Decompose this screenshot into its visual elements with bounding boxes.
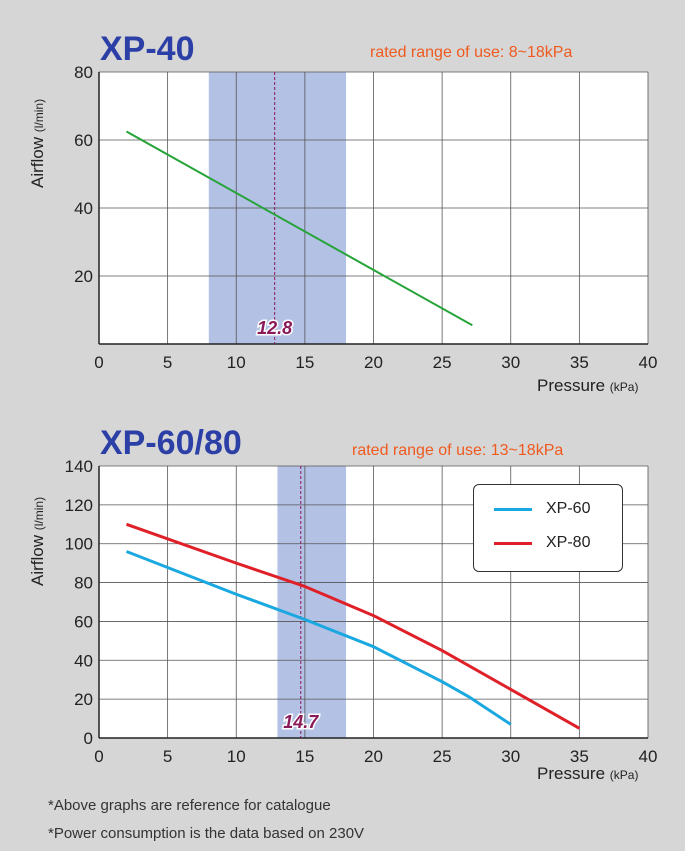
- x-axis-label: Pressure (kPa): [537, 376, 639, 395]
- y-tick-label: 80: [74, 63, 93, 82]
- x-tick-label: 0: [94, 747, 103, 766]
- x-tick-label: 20: [364, 353, 383, 372]
- marker-label: 12.8: [257, 318, 292, 338]
- x-tick-label: 0: [94, 353, 103, 372]
- y-tick-label: 40: [74, 199, 93, 218]
- y-tick-label: 20: [74, 267, 93, 286]
- x-tick-label: 30: [501, 353, 520, 372]
- x-tick-label: 25: [433, 353, 452, 372]
- chart-xp60-80: XP-60/80 rated range of use: 13~18kPa Ai…: [0, 400, 685, 790]
- chart-title: XP-40: [100, 30, 195, 68]
- x-tick-label: 25: [433, 747, 452, 766]
- series-line: [125, 130, 473, 327]
- legend-item-xp80: XP-80: [494, 533, 590, 553]
- legend-swatch: [494, 507, 532, 511]
- legend: XP-60 XP-80: [473, 484, 623, 572]
- x-tick-label: 40: [639, 747, 658, 766]
- chart-plot: 12.8 0 5 10 15 20 25 30 35 40 20 40 60 80: [74, 63, 658, 372]
- rated-range-label: rated range of use: 8~18kPa: [370, 44, 573, 61]
- rated-range-band: [277, 466, 347, 738]
- legend-item-xp60: XP-60: [494, 499, 590, 519]
- x-axis-label: Pressure (kPa): [537, 764, 639, 783]
- legend-label: XP-60: [546, 500, 591, 517]
- y-tick-label: 80: [74, 574, 93, 593]
- y-tick-label: 60: [74, 131, 93, 150]
- series-line: [125, 522, 581, 730]
- chart-plot: 14.7 0 5 10 15 20 25 30 35 40 0 20 40 60 80 100 120 140: [65, 457, 658, 766]
- chart-xp40: XP-40 rated range of use: 8~18kPa Airflo…: [0, 0, 685, 400]
- x-tick-label: 35: [570, 353, 589, 372]
- x-tick-label: 10: [227, 353, 246, 372]
- x-tick-label: 15: [295, 353, 314, 372]
- footnotes: *Above graphs are reference for catalogu…: [48, 792, 364, 848]
- y-tick-label: 0: [84, 729, 93, 748]
- y-tick-label: 60: [74, 612, 93, 631]
- chart-title: XP-60/80: [100, 424, 242, 462]
- y-tick-label: 100: [65, 535, 93, 554]
- legend-swatch: [494, 541, 532, 545]
- series-line: [125, 550, 512, 726]
- x-tick-label: 40: [639, 353, 658, 372]
- y-tick-label: 40: [74, 651, 93, 670]
- x-tick-label: 5: [163, 747, 172, 766]
- marker-label: 14.7: [283, 712, 319, 732]
- y-tick-label: 120: [65, 496, 93, 515]
- x-tick-label: 10: [227, 747, 246, 766]
- x-tick-label: 30: [501, 747, 520, 766]
- x-tick-label: 15: [295, 747, 314, 766]
- footnote: *Power consumption is the data based on …: [48, 825, 365, 842]
- x-tick-label: 35: [570, 747, 589, 766]
- y-tick-label: 140: [65, 457, 93, 476]
- footnote: *Above graphs are reference for catalogu…: [48, 797, 331, 814]
- x-tick-label: 20: [364, 747, 383, 766]
- x-tick-label: 5: [163, 353, 172, 372]
- legend-label: XP-80: [546, 534, 591, 551]
- rated-range-label: rated range of use: 13~18kPa: [352, 442, 564, 459]
- y-tick-label: 20: [74, 690, 93, 709]
